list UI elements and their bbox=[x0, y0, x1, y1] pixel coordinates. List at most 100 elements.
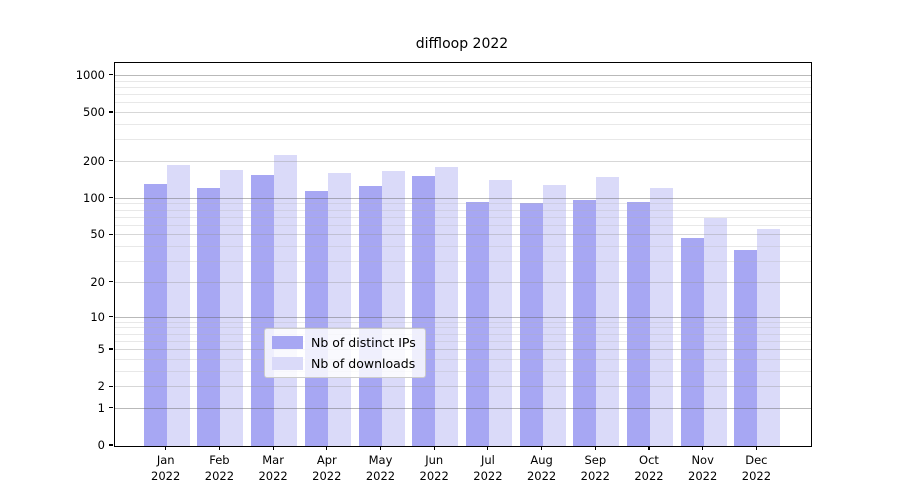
gridline-y-700 bbox=[115, 94, 811, 95]
gridline-y-100 bbox=[115, 197, 811, 199]
y-tick-label-0: 0 bbox=[97, 438, 105, 452]
x-tick-label-dec: Dec 2022 bbox=[726, 452, 786, 484]
gridline-y-900 bbox=[115, 80, 811, 82]
x-tick-mark-aug bbox=[541, 446, 543, 450]
y-tick-mark-200 bbox=[109, 160, 113, 162]
gridline-y-50 bbox=[115, 234, 811, 236]
x-tick-year: 2022 bbox=[204, 469, 235, 483]
bar-downloads-nov bbox=[703, 217, 727, 446]
gridline-y-5 bbox=[115, 349, 811, 350]
bar-distinct-ips-aug bbox=[519, 203, 543, 446]
gridline-y-6 bbox=[115, 340, 811, 342]
x-tick-year: 2022 bbox=[365, 469, 396, 483]
y-tick-mark-1 bbox=[109, 407, 113, 409]
x-tick-month: Mar bbox=[262, 453, 284, 467]
y-tick-mark-20 bbox=[109, 281, 113, 283]
y-tick-mark-500 bbox=[109, 111, 113, 113]
bar-downloads-apr bbox=[327, 172, 351, 446]
y-tick-mark-2 bbox=[109, 385, 113, 387]
y-tick-mark-50 bbox=[109, 233, 113, 235]
x-tick-month: Nov bbox=[691, 453, 714, 467]
x-tick-label-sep: Sep 2022 bbox=[565, 452, 625, 484]
x-tick-year: 2022 bbox=[634, 469, 664, 483]
x-tick-label-apr: Apr 2022 bbox=[297, 452, 357, 484]
plot-area bbox=[114, 62, 812, 447]
bar-downloads-jul bbox=[488, 179, 512, 446]
y-tick-label-10: 10 bbox=[90, 309, 105, 324]
legend-swatch-distinct-ips bbox=[272, 336, 303, 349]
gridline-y-70 bbox=[115, 216, 811, 218]
gridline-y-10 bbox=[115, 316, 811, 318]
bar-downloads-feb bbox=[220, 170, 244, 446]
bar-distinct-ips-feb bbox=[197, 187, 221, 446]
x-tick-month: Oct bbox=[639, 453, 659, 467]
x-tick-year: 2022 bbox=[419, 469, 449, 483]
gridline-y-40 bbox=[115, 246, 811, 248]
bar-downloads-aug bbox=[542, 184, 566, 446]
x-tick-mark-may bbox=[379, 446, 382, 450]
legend-item-distinct-ips: Nb of distinct IPs bbox=[272, 334, 416, 351]
gridline-y-20 bbox=[115, 281, 811, 283]
bar-distinct-ips-oct bbox=[627, 202, 650, 446]
bar-downloads-may bbox=[381, 171, 405, 446]
bar-distinct-ips-mar bbox=[251, 174, 275, 446]
y-tick-mark-1000 bbox=[109, 74, 113, 76]
gridline-y-30 bbox=[115, 261, 811, 262]
x-tick-mark-sep bbox=[594, 446, 596, 450]
x-tick-month: Feb bbox=[209, 453, 230, 467]
gridline-y-9 bbox=[115, 321, 811, 323]
x-tick-mark-jan bbox=[165, 446, 167, 450]
legend-label-distinct-ips: Nb of distinct IPs bbox=[311, 335, 416, 350]
x-tick-year: 2022 bbox=[580, 469, 610, 483]
bar-distinct-ips-jun bbox=[412, 175, 436, 446]
x-tick-year: 2022 bbox=[526, 469, 557, 483]
y-tick-label-20: 20 bbox=[90, 274, 105, 289]
x-tick-mark-dec bbox=[755, 446, 757, 450]
chart-title: diffloop 2022 bbox=[415, 36, 509, 52]
y-tick-label-200: 200 bbox=[83, 153, 105, 168]
gridline-y-2 bbox=[115, 386, 811, 388]
bar-distinct-ips-nov bbox=[680, 237, 704, 446]
x-tick-mark-oct bbox=[648, 446, 650, 450]
x-tick-label-nov: Nov 2022 bbox=[673, 452, 733, 484]
gridline-y-500 bbox=[115, 112, 811, 113]
x-tick-year: 2022 bbox=[258, 469, 288, 483]
y-tick-mark-0 bbox=[109, 444, 113, 446]
legend-item-downloads: Nb of downloads bbox=[272, 355, 416, 372]
gridline-y-8 bbox=[115, 327, 811, 329]
gridline-y-4 bbox=[115, 358, 811, 360]
gridline-y-7 bbox=[115, 333, 811, 335]
x-tick-month: Jan bbox=[156, 453, 175, 467]
gridline-y-80 bbox=[115, 209, 811, 211]
bar-distinct-ips-may bbox=[358, 186, 382, 446]
bar-distinct-ips-jul bbox=[465, 201, 489, 446]
x-tick-month: Dec bbox=[745, 453, 768, 467]
y-tick-label-500: 500 bbox=[83, 105, 105, 119]
gridline-y-60 bbox=[115, 224, 811, 226]
x-tick-label-aug: Aug 2022 bbox=[512, 452, 572, 484]
x-tick-month: Apr bbox=[316, 453, 337, 467]
gridline-y-400 bbox=[115, 123, 811, 125]
x-tick-month: Jun bbox=[425, 453, 444, 467]
bar-distinct-ips-apr bbox=[304, 191, 328, 446]
x-tick-mark-mar bbox=[272, 446, 274, 450]
x-tick-mark-nov bbox=[702, 446, 704, 450]
bar-downloads-oct bbox=[650, 188, 673, 446]
x-tick-year: 2022 bbox=[741, 469, 772, 483]
x-tick-mark-jun bbox=[433, 446, 435, 450]
gridline-y-300 bbox=[115, 139, 811, 141]
y-tick-label-1000: 1000 bbox=[75, 67, 105, 82]
gridline-y-800 bbox=[115, 86, 811, 88]
x-tick-mark-apr bbox=[326, 446, 328, 450]
x-tick-label-mar: Mar 2022 bbox=[243, 452, 303, 484]
x-tick-year: 2022 bbox=[151, 469, 181, 483]
y-tick-label-5: 5 bbox=[97, 342, 105, 356]
x-tick-year: 2022 bbox=[688, 469, 718, 483]
bar-downloads-jan bbox=[166, 164, 190, 446]
x-tick-label-feb: Feb 2022 bbox=[189, 452, 249, 484]
gridline-y-600 bbox=[115, 102, 811, 104]
x-tick-label-oct: Oct 2022 bbox=[619, 452, 679, 484]
gridline-y-1000 bbox=[115, 74, 811, 76]
gridline-y-200 bbox=[115, 160, 811, 162]
